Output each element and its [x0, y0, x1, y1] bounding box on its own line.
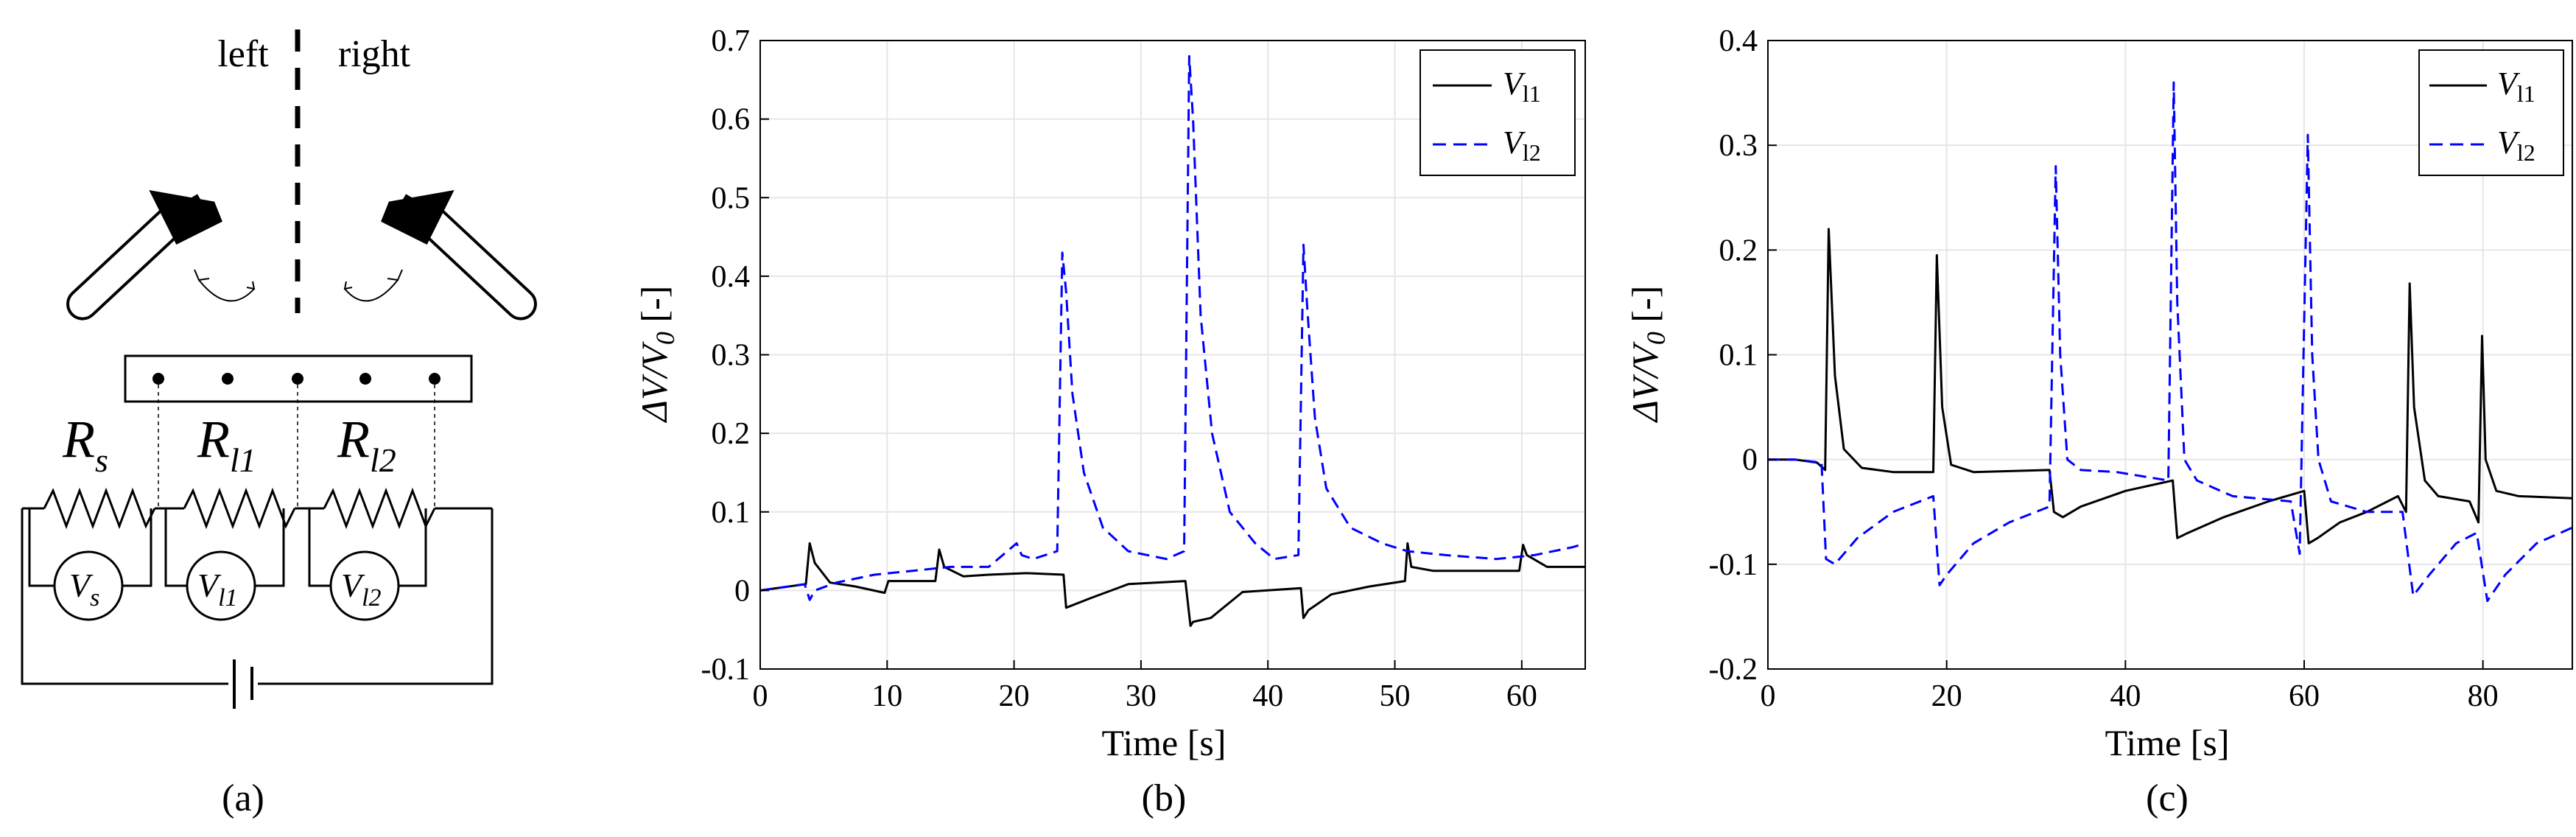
left-label: left [217, 33, 269, 75]
resistor-label-rs: Rs [62, 410, 108, 479]
b-legend-box [1419, 49, 1576, 176]
c-legend-label-l2: Vl2 [2497, 125, 2535, 166]
c-ytick-label: -0.2 [1709, 653, 1758, 687]
electrode-nodes [152, 373, 441, 385]
c-ylabel: ΔV/V0 [-] [1624, 286, 1671, 424]
c-xtick-label: 0 [1761, 679, 1776, 713]
b-ytick-label: 0.4 [712, 260, 751, 294]
b-xtick-label: 20 [999, 679, 1030, 713]
c-ytick-label: 0.1 [1719, 339, 1758, 373]
b-ytick-label: 0.6 [712, 103, 751, 137]
b-series [759, 55, 1586, 627]
b-series-v-l2 [759, 55, 1586, 601]
caption-b: (b) [1142, 777, 1187, 819]
voltmeters [53, 550, 400, 621]
b-xtick-label: 10 [871, 679, 902, 713]
b-ytick-label: 0 [734, 574, 750, 608]
b-ytick-label: 0.7 [712, 24, 751, 58]
resistor-label-rl2: Rl2 [337, 410, 396, 479]
b-ytick-label: 0.3 [712, 339, 751, 373]
c-xtick-label: 80 [2468, 679, 2499, 713]
b-ytick-label: 0.5 [712, 181, 751, 215]
c-series-v-l1 [1768, 228, 2573, 544]
c-ytick-label: 0 [1742, 444, 1758, 477]
c-ytick-label: 0.4 [1719, 24, 1758, 58]
b-ticks: 0 10 20 30 40 50 60-0.100.10.20.30.40.50.60.7 [701, 24, 1537, 713]
circuit-schematic [21, 29, 537, 709]
lead-wires [158, 385, 435, 508]
c-ytick-label: 0.2 [1719, 234, 1758, 267]
b-xtick-label: 30 [1126, 679, 1157, 713]
c-legend: Vl1 Vl2 [2418, 49, 2564, 176]
voltmeter-label-vl1: Vl1 [197, 567, 238, 612]
battery-icon [233, 659, 253, 709]
b-legend-label-l1: Vl1 [1503, 66, 1541, 107]
c-ytick-label: -0.1 [1709, 548, 1758, 582]
c-legend-label-l1: Vl1 [2497, 66, 2535, 107]
caption-c: (c) [2146, 777, 2189, 819]
c-ticks: 0 20 40 60 80 -0.2 -0.1 0 0.1 0.2 0.3 0.4 [1709, 24, 2499, 713]
schematic-labels: left right Rs Rl1 Rl2 Vs Vl1 Vl2 [62, 33, 411, 612]
b-ytick-label: -0.1 [701, 653, 751, 687]
specimen-bar [124, 354, 473, 403]
chart-c: 0 20 40 60 80-0.2-0.100.10.20.30.4 Time [s] … [1624, 24, 2573, 763]
resistor-label-rl1: Rl1 [197, 410, 256, 479]
b-xtick-label: 60 [1506, 679, 1537, 713]
left-hammer-icon [66, 190, 222, 321]
b-xtick-label: 0 [753, 679, 768, 713]
c-xlabel: Time [s] [2105, 722, 2229, 763]
voltmeter-label-vs: Vs [69, 567, 99, 612]
c-xtick-label: 40 [2110, 679, 2141, 713]
c-xtick-label: 20 [1931, 679, 1962, 713]
c-legend-box [2418, 49, 2564, 176]
c-series-v-l2 [1768, 81, 2573, 603]
chart-b: 0 10 20 30 40 50 60-0.100.10.20.30.40.50.60.7 … [634, 24, 1586, 763]
caption-a: (a) [222, 777, 264, 819]
right-swing-arrow [344, 279, 399, 302]
right-label: right [338, 33, 411, 75]
b-legend: Vl1 Vl2 [1419, 49, 1576, 176]
b-legend-label-l2: Vl2 [1503, 125, 1541, 166]
resistors [43, 487, 436, 530]
b-xtick-label: 40 [1252, 679, 1283, 713]
b-ytick-label: 0.2 [712, 417, 751, 451]
b-xtick-label: 50 [1380, 679, 1411, 713]
circuit-wires [21, 507, 494, 685]
b-ylabel: ΔV/V0 [-] [634, 286, 680, 424]
b-xlabel: Time [s] [1101, 722, 1226, 763]
voltmeter-label-vl2: Vl2 [341, 567, 382, 612]
b-series-v-l1 [759, 542, 1585, 627]
c-ytick-label: 0.3 [1719, 129, 1758, 163]
b-ytick-label: 0.1 [712, 496, 751, 530]
c-series [1768, 81, 2573, 603]
left-swing-arrow [198, 279, 255, 302]
c-xtick-label: 60 [2289, 679, 2320, 713]
right-hammer-icon [381, 190, 537, 321]
